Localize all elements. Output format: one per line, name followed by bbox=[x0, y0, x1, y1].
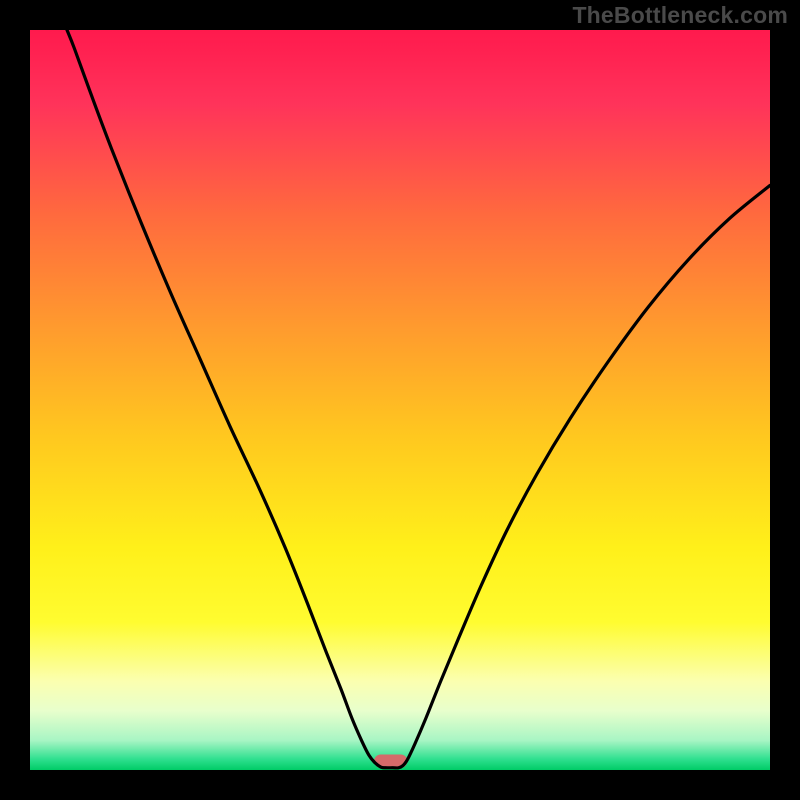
chart-frame: TheBottleneck.com bbox=[0, 0, 800, 800]
gradient-background bbox=[30, 30, 770, 770]
bottleneck-curve-plot bbox=[0, 0, 800, 800]
watermark-text: TheBottleneck.com bbox=[572, 2, 788, 29]
